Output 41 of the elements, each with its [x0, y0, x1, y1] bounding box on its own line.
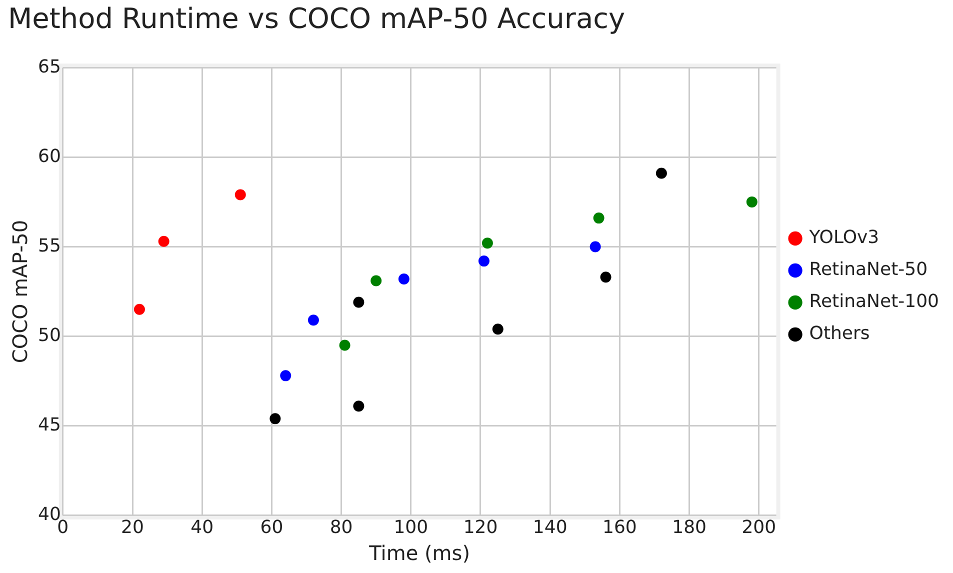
point: [280, 370, 292, 382]
point: [370, 275, 382, 286]
point: [482, 238, 493, 249]
y-tick-label: 55: [38, 235, 61, 256]
point: [134, 304, 145, 315]
legend-label: RetinaNet-100: [809, 291, 939, 312]
x-tick-label: 60: [260, 516, 284, 538]
legend-label: Others: [809, 323, 870, 344]
point: [158, 236, 170, 247]
x-tick-label: 20: [121, 516, 144, 538]
x-tick-label: 160: [602, 516, 637, 538]
x-tick-label: 140: [532, 516, 568, 538]
y-tick-label: 60: [38, 146, 61, 167]
x-tick-label: 100: [394, 516, 428, 538]
y-tick-label: 50: [38, 324, 61, 346]
point: [398, 273, 410, 284]
x-tick-label: 80: [330, 516, 353, 538]
x-tick-label: 120: [463, 516, 498, 538]
point: [234, 189, 246, 200]
point: [656, 168, 667, 179]
point: [308, 314, 319, 326]
y-axis-title: COCO mAP-50: [8, 220, 32, 364]
point: [353, 400, 364, 412]
chart-title: Method Runtime vs COCO mAP-50 Accuracy: [8, 2, 626, 36]
point: [339, 340, 350, 351]
x-tick-label: 200: [742, 516, 776, 538]
x-axis-title: Time (ms): [368, 541, 470, 566]
point: [593, 212, 604, 224]
legend-label: RetinaNet-50: [809, 259, 928, 280]
y-tick-label: 65: [38, 56, 61, 78]
point: [478, 256, 490, 267]
point: [746, 196, 758, 208]
x-tick-label: 180: [672, 516, 706, 538]
legend-label: YOLOv3: [808, 227, 880, 248]
point: [270, 413, 281, 424]
x-tick-label: 40: [190, 516, 214, 538]
point: [600, 272, 612, 283]
point: [590, 241, 601, 252]
y-tick-label: 45: [38, 414, 61, 436]
point: [353, 296, 364, 308]
point: [492, 324, 504, 335]
